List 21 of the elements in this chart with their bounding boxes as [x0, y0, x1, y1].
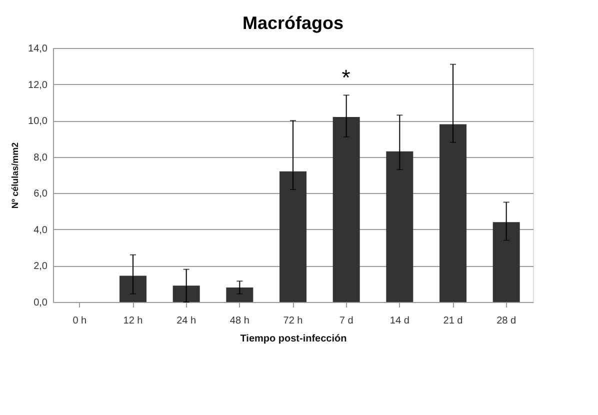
y-tick-label: 8,0	[34, 152, 48, 164]
annotation: *	[342, 65, 351, 90]
y-tick-label: 10,0	[28, 116, 48, 128]
y-tick-label: 14,0	[28, 44, 48, 54]
x-tick-label: 7 d	[339, 316, 354, 326]
y-tick-label: 6,0	[34, 188, 48, 200]
x-tick-label: 24 h	[176, 316, 196, 326]
x-tick-label: 28 d	[496, 316, 516, 326]
x-tick-label: 72 h	[283, 316, 303, 326]
x-tick-label: 12 h	[123, 316, 143, 326]
y-tick-label: 12,0	[28, 80, 48, 91]
x-axis-title: Tiempo post-infección	[240, 334, 347, 344]
x-tick-label: 21 d	[443, 316, 463, 326]
chart-title: Macrófagos	[242, 13, 344, 33]
x-tick-label: 48 h	[230, 316, 250, 326]
y-axis-title: Nº células/mm2	[10, 142, 20, 209]
y-tick-label: 2,0	[34, 261, 48, 272]
x-tick-label: 14 d	[390, 316, 410, 326]
x-tick-label: 0 h	[72, 316, 87, 326]
y-tick-label: 4,0	[34, 224, 48, 236]
y-tick-label: 0,0	[34, 298, 48, 308]
